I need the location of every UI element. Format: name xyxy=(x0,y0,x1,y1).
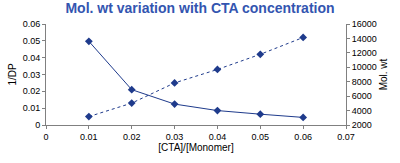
svg-text:0.07: 0.07 xyxy=(337,132,355,142)
svg-text:0.05: 0.05 xyxy=(252,132,270,142)
svg-text:0.02: 0.02 xyxy=(23,86,41,96)
svg-text:0: 0 xyxy=(35,120,40,130)
svg-text:8000: 8000 xyxy=(352,77,372,87)
svg-text:0.06: 0.06 xyxy=(23,19,41,29)
svg-text:Mol. wt variation with CTA con: Mol. wt variation with CTA concentration xyxy=(65,0,334,16)
svg-text:1/DP: 1/DP xyxy=(7,63,18,86)
svg-text:0.05: 0.05 xyxy=(23,36,41,46)
svg-text:12000: 12000 xyxy=(352,48,377,58)
svg-text:0.01: 0.01 xyxy=(23,103,41,113)
svg-text:14000: 14000 xyxy=(352,34,377,44)
svg-text:2000: 2000 xyxy=(352,120,372,130)
svg-text:0.02: 0.02 xyxy=(123,132,141,142)
svg-text:16000: 16000 xyxy=(352,19,377,29)
svg-text:10000: 10000 xyxy=(352,62,377,72)
svg-text:6000: 6000 xyxy=(352,91,372,101)
svg-text:0.03: 0.03 xyxy=(23,70,41,80)
svg-text:0.06: 0.06 xyxy=(294,132,312,142)
svg-text:4000: 4000 xyxy=(352,106,372,116)
svg-text:0: 0 xyxy=(43,132,48,142)
svg-text:0.04: 0.04 xyxy=(23,53,41,63)
svg-text:0.04: 0.04 xyxy=(209,132,227,142)
svg-text:0.03: 0.03 xyxy=(166,132,184,142)
svg-text:Mol. wt: Mol. wt xyxy=(378,58,389,90)
svg-text:[CTA]/[Monomer]: [CTA]/[Monomer] xyxy=(158,142,234,153)
svg-text:0.01: 0.01 xyxy=(80,132,98,142)
